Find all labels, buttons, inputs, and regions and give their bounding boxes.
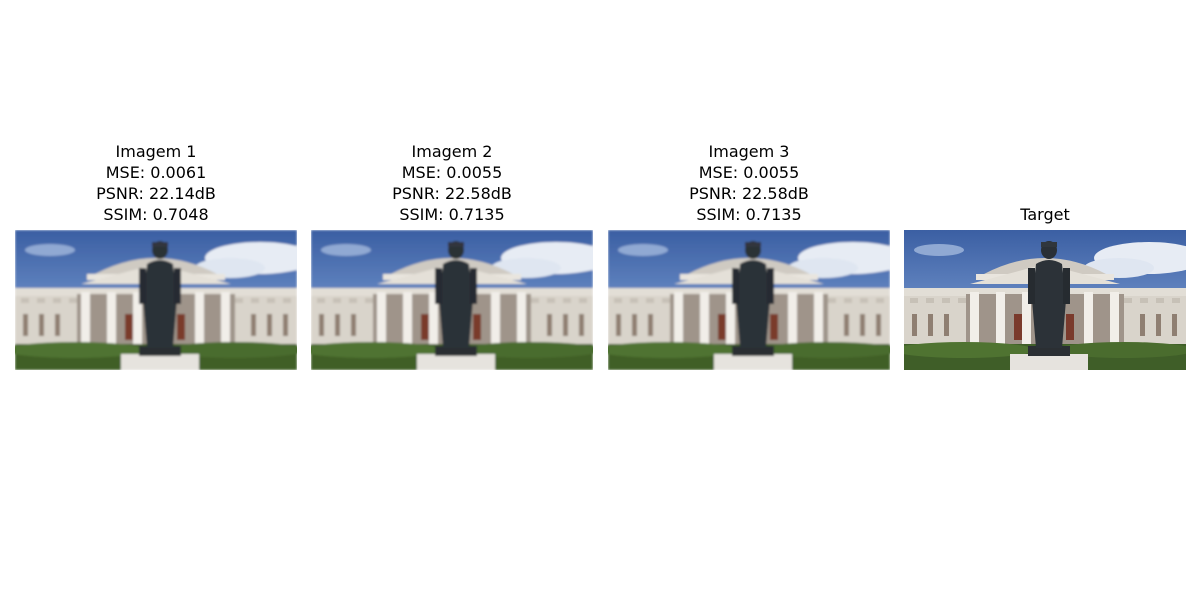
- panel-title: Imagem 1: [15, 141, 297, 162]
- reconstructed-image: [15, 230, 297, 370]
- target-image: [904, 230, 1186, 370]
- ssim-value: SSIM: 0.7135: [311, 204, 593, 225]
- panel-title-block: Imagem 3 MSE: 0.0055 PSNR: 22.58dB SSIM:…: [608, 141, 890, 225]
- reconstructed-image: [311, 230, 593, 370]
- panel-title: Imagem 3: [608, 141, 890, 162]
- panel-title-block: Imagem 2 MSE: 0.0055 PSNR: 22.58dB SSIM:…: [311, 141, 593, 225]
- mse-value: MSE: 0.0055: [311, 162, 593, 183]
- mse-value: MSE: 0.0055: [608, 162, 890, 183]
- mse-value: MSE: 0.0061: [15, 162, 297, 183]
- panel-image-3: Imagem 3 MSE: 0.0055 PSNR: 22.58dB SSIM:…: [608, 0, 890, 600]
- panel-image-2: Imagem 2 MSE: 0.0055 PSNR: 22.58dB SSIM:…: [311, 0, 593, 600]
- panel-target: Target: [904, 0, 1186, 600]
- panel-image-1: Imagem 1 MSE: 0.0061 PSNR: 22.14dB SSIM:…: [15, 0, 297, 600]
- panel-title-block: Imagem 1 MSE: 0.0061 PSNR: 22.14dB SSIM:…: [15, 141, 297, 225]
- psnr-value: PSNR: 22.58dB: [311, 183, 593, 204]
- psnr-value: PSNR: 22.58dB: [608, 183, 890, 204]
- ssim-value: SSIM: 0.7048: [15, 204, 297, 225]
- reconstructed-image: [608, 230, 890, 370]
- panel-title-block: Target: [904, 204, 1186, 225]
- panel-title: Imagem 2: [311, 141, 593, 162]
- psnr-value: PSNR: 22.14dB: [15, 183, 297, 204]
- panel-title: Target: [904, 204, 1186, 225]
- ssim-value: SSIM: 0.7135: [608, 204, 890, 225]
